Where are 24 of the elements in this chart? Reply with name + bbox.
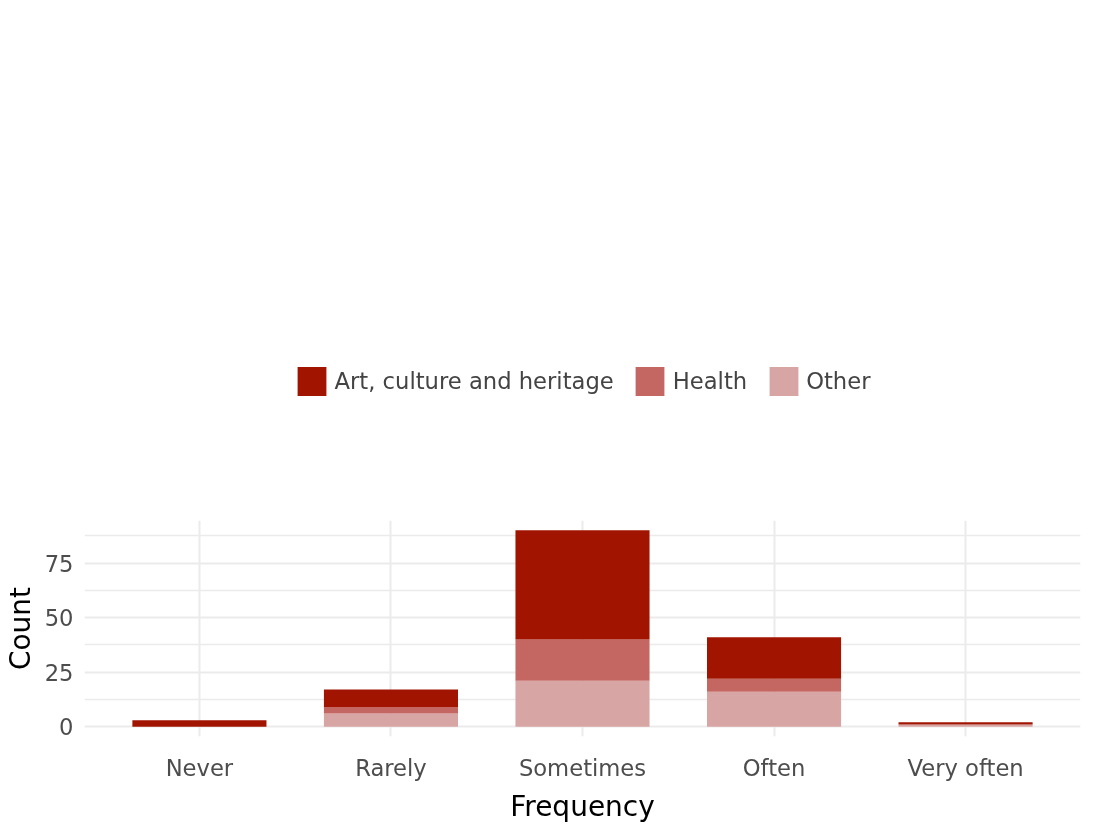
x-tick-label: Often [742,754,806,781]
x-tick-label: Very often [907,754,1024,781]
bar [515,530,650,640]
y-tick-label: 0 [59,714,74,741]
x-tick-label: Sometimes [518,754,647,781]
bar [323,713,458,727]
bar [323,707,458,714]
bar [707,637,842,679]
legend-label: Health [672,368,748,394]
y-tick-label: 75 [44,550,74,577]
x-tick-label: Rarely [355,754,427,781]
bar [323,689,458,708]
x-tick-label: Never [165,754,234,781]
y-tick-label: 50 [44,605,74,632]
bar [132,720,267,727]
y-tick-label: 25 [44,659,74,686]
legend-label: Art, culture and heritage [334,368,614,394]
bar [515,639,650,681]
bar [707,678,842,692]
x-axis-title: Frequency [510,789,655,823]
bar [515,680,650,727]
y-axis-title: Count [3,586,37,671]
legend-label: Other [806,368,871,394]
bar [707,691,842,727]
